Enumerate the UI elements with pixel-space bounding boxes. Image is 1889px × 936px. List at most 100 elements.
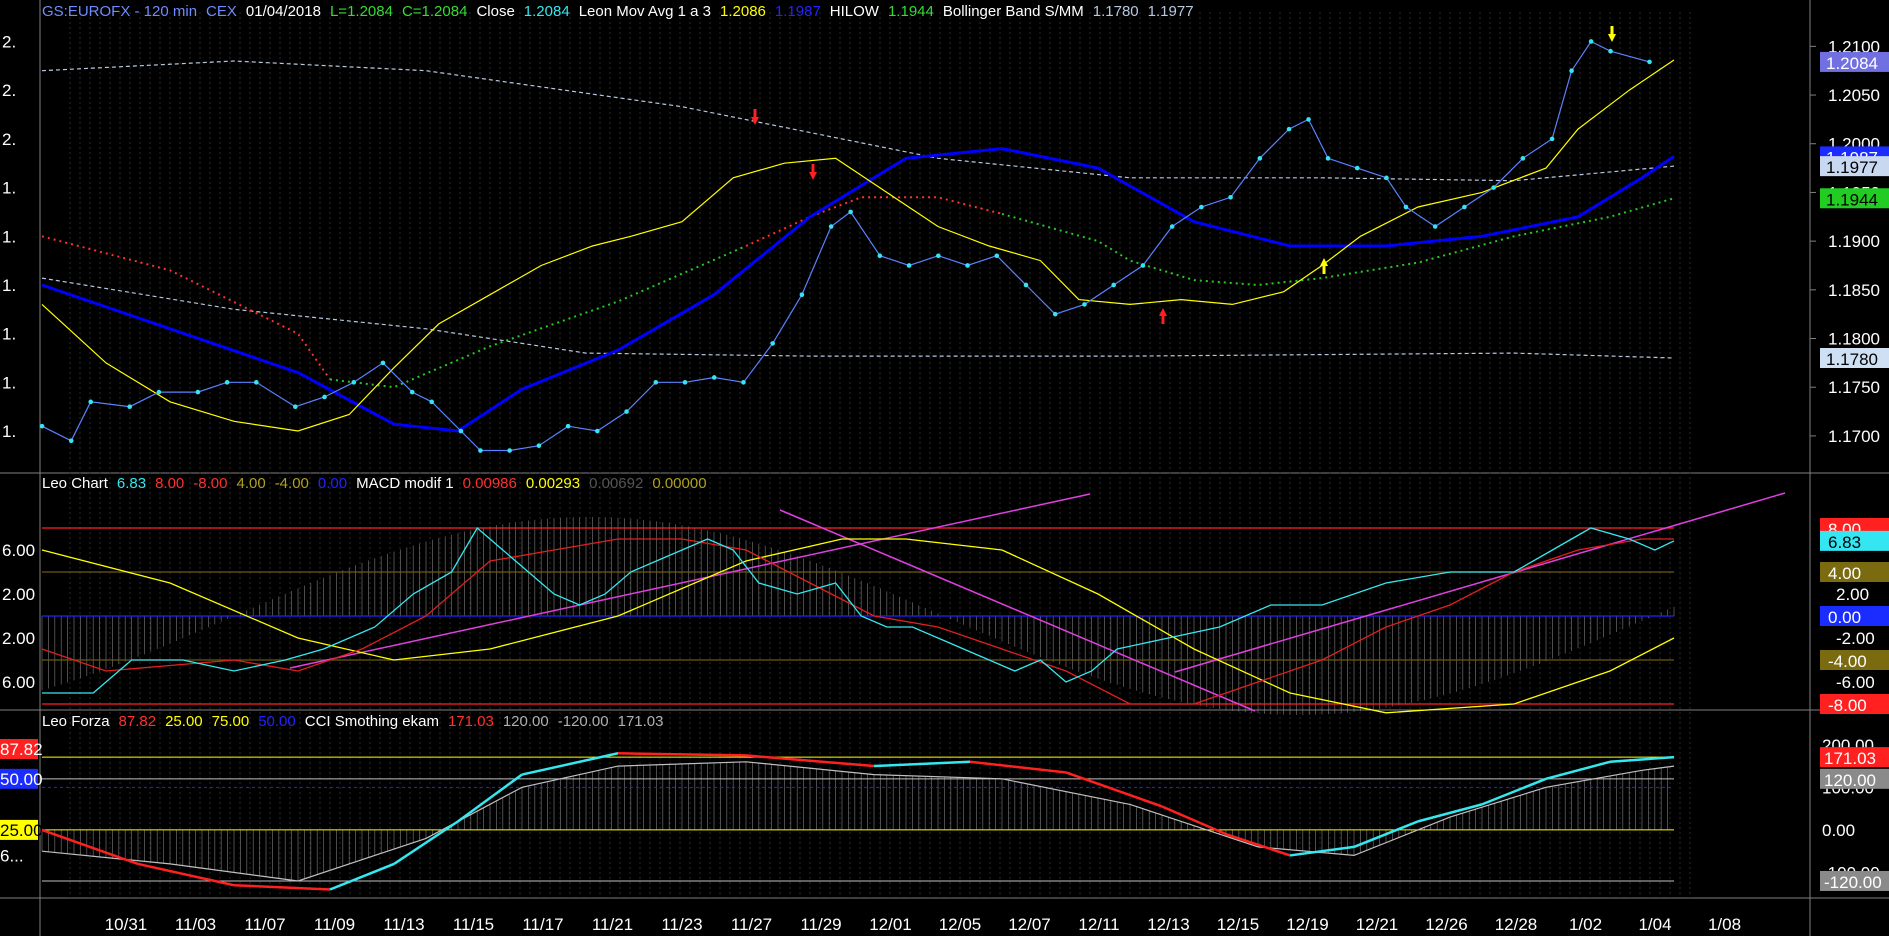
price-tick-label: 1.1800 — [1828, 330, 1880, 349]
x-axis-label: 11/07 — [244, 915, 285, 934]
leo-tick-label: 2.00 — [1836, 585, 1869, 604]
leo-chart-panel-header: Leo Chart 6.83 8.00 -8.00 4.00 -4.00 0.00 MACD … — [42, 475, 716, 492]
cci-line-segment — [1481, 777, 1547, 806]
leo-chart-line — [42, 526, 1675, 694]
price-badge-label: 1.1944 — [1826, 190, 1878, 209]
header-item: 0.00293 — [525, 475, 581, 492]
cci-line-segment — [457, 773, 523, 823]
cci-line-segment — [1225, 832, 1291, 857]
header-item: 1.1944 — [887, 3, 934, 20]
header-item: 4.00 — [236, 475, 266, 492]
x-axis-label: 11/29 — [800, 915, 841, 934]
left-forza-badge — [0, 819, 38, 840]
trendline — [1174, 492, 1786, 673]
cci-line-segment — [137, 862, 235, 887]
close-price-dot — [254, 380, 259, 385]
header-item: Close — [476, 3, 515, 20]
close-price-dot — [682, 380, 688, 385]
hilow-red-line — [41, 235, 331, 380]
trendline — [289, 493, 1091, 669]
leo-badge — [1820, 650, 1889, 670]
price-tick-label: 1.2100 — [1828, 37, 1880, 56]
x-axis-label: 1/04 — [1638, 915, 1671, 934]
price-badge — [1820, 156, 1889, 177]
close-price-dot — [1286, 126, 1292, 132]
close-price-dot — [195, 389, 201, 395]
x-axis-label: 12/21 — [1356, 915, 1399, 934]
left-forza-label: 50.00 — [0, 770, 43, 789]
cci-line-segment — [1545, 760, 1611, 781]
cci-line-segment — [1065, 771, 1163, 808]
header-item: 171.03 — [617, 713, 664, 730]
x-axis-label: 11/03 — [175, 915, 216, 934]
cci-line-segment — [1289, 845, 1355, 857]
cci-line-segment — [873, 760, 971, 768]
close-price-dot — [293, 404, 298, 409]
close-price-dot — [936, 253, 941, 259]
price-tick-label: 1.2050 — [1828, 86, 1880, 105]
close-price-dot — [1520, 156, 1526, 161]
leo-badge-label: 6.83 — [1828, 533, 1861, 552]
x-axis-label: 1/08 — [1708, 915, 1741, 934]
leo-badge — [1820, 562, 1889, 582]
left-price-label: 1. — [2, 373, 16, 392]
price-tick-label: 1.1900 — [1828, 232, 1880, 251]
close-price-dot — [906, 263, 912, 268]
close-price-dot — [156, 389, 162, 395]
leon-slow-ma-line — [41, 147, 1675, 433]
close-price-dot — [1432, 224, 1438, 229]
close-price-dot — [39, 423, 45, 429]
header-item: Bollinger Band S/MM — [942, 3, 1084, 20]
forza-histogram — [41, 761, 1668, 881]
close-price-dot — [1647, 59, 1652, 65]
header-item: 1.2084 — [523, 3, 570, 20]
x-axis-label: 12/26 — [1425, 915, 1468, 934]
close-price-dot — [1228, 195, 1233, 200]
header-item: 120.00 — [502, 713, 549, 730]
close-price-dot — [848, 209, 853, 215]
x-axis-label: 12/11 — [1078, 915, 1119, 934]
signal-up-arrow — [1320, 258, 1328, 274]
x-axis-label: 12/01 — [869, 915, 912, 934]
header-item: 171.03 — [447, 713, 494, 730]
price-tick-label: 1.1750 — [1828, 378, 1880, 397]
x-axis-label: 12/05 — [939, 915, 982, 934]
close-price-dot — [507, 448, 512, 453]
close-price-dot — [322, 394, 327, 400]
leo-badge — [1820, 694, 1889, 714]
close-price-dot — [877, 253, 883, 259]
close-price-dot — [536, 443, 542, 448]
close-price-dot — [624, 409, 629, 414]
close-price-dot — [127, 404, 132, 409]
left-forza-label: 87.82 — [0, 740, 43, 759]
header-item: 8.00 — [155, 475, 185, 492]
header-item: 75.00 — [211, 713, 250, 730]
header-item: 1.1780 — [1092, 3, 1139, 20]
signal-up-arrow — [1159, 308, 1167, 324]
close-price-dot — [828, 224, 834, 229]
cci-line-segment — [1609, 755, 1675, 764]
x-axis-label: 12/28 — [1495, 915, 1538, 934]
x-axis-label: 1/02 — [1569, 915, 1602, 934]
close-price-dot — [380, 360, 386, 366]
header-item: 01/04/2018 — [245, 3, 321, 20]
close-price-dot — [1306, 117, 1311, 122]
close-price-dot — [1462, 204, 1467, 210]
close-price-dot — [224, 380, 230, 385]
x-axis-label: 11/21 — [592, 915, 633, 934]
price-badge-label: 1.1780 — [1826, 350, 1878, 369]
header-item: Leo Forza — [42, 713, 110, 730]
leo-badge — [1820, 530, 1889, 551]
cci-line-segment — [233, 883, 331, 891]
close-price-dot — [458, 428, 464, 434]
close-price-dot — [1140, 263, 1146, 268]
price-tick-label: 1.1700 — [1828, 427, 1880, 446]
close-price-dot — [711, 375, 717, 380]
close-price-dot — [1491, 185, 1496, 190]
close-price-dot — [1023, 282, 1029, 288]
left-price-label: 1. — [2, 179, 16, 198]
macd-red-line — [41, 538, 1674, 705]
header-item: 6.83 — [116, 475, 147, 492]
